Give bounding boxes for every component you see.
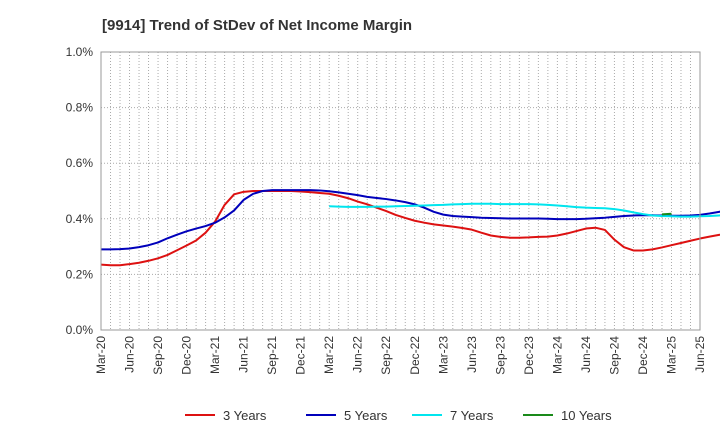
legend-label: 10 Years (561, 408, 612, 423)
x-tick-label: Mar-21 (208, 336, 222, 374)
x-tick-label: Sep-21 (265, 336, 279, 375)
x-tick-label: Jun-21 (237, 336, 251, 373)
y-axis: 0.0% 0.2% 0.4% 0.6% 0.8% 1.0% (66, 45, 94, 337)
y-tick-label: 1.0% (66, 45, 94, 59)
x-tick-label: Jun-24 (579, 336, 593, 373)
x-tick-label: Dec-21 (294, 336, 308, 375)
x-tick-label: Jun-20 (123, 336, 137, 373)
y-tick-label: 0.6% (66, 156, 94, 170)
x-tick-label: Sep-22 (379, 336, 393, 375)
x-tick-label: Jun-22 (351, 336, 365, 373)
plot-area-frame (100, 51, 701, 331)
legend-label: 5 Years (344, 408, 388, 423)
x-tick-label: Mar-24 (550, 336, 564, 374)
series-lines (100, 189, 720, 267)
x-tick-label: Jun-25 (693, 336, 707, 373)
x-tick-label: Mar-23 (436, 336, 450, 374)
x-tick-label: Dec-22 (408, 336, 422, 375)
legend: 3 Years 5 Years 7 Years 10 Years (185, 408, 612, 423)
x-tick-label: Mar-25 (664, 336, 678, 374)
x-tick-label: Mar-22 (322, 336, 336, 374)
x-tick-label: Sep-23 (493, 336, 507, 375)
x-tick-label: Dec-23 (522, 336, 536, 375)
legend-label: 7 Years (450, 408, 494, 423)
chart-title: [9914] Trend of StDev of Net Income Marg… (102, 17, 412, 34)
x-tick-label: Dec-24 (636, 336, 650, 375)
series-line-7-years (329, 202, 720, 218)
x-axis: Mar-20 Jun-20 Sep-20 Dec-20 Mar-21 Jun-21 Sep-… (94, 336, 707, 375)
legend-label: 3 Years (223, 408, 267, 423)
y-tick-label: 0.0% (66, 323, 94, 337)
x-tick-label: Dec-20 (180, 336, 194, 375)
series-line-3-years (100, 190, 720, 267)
x-tick-label: Sep-24 (607, 336, 621, 375)
x-tick-label: Mar-20 (94, 336, 108, 374)
y-tick-label: 0.4% (66, 212, 94, 226)
grid (101, 52, 700, 330)
y-tick-label: 0.8% (66, 101, 94, 115)
x-tick-label: Sep-20 (151, 336, 165, 375)
x-tick-label: Jun-23 (465, 336, 479, 373)
series-line-10-years (661, 212, 672, 216)
y-tick-label: 0.2% (66, 267, 94, 281)
